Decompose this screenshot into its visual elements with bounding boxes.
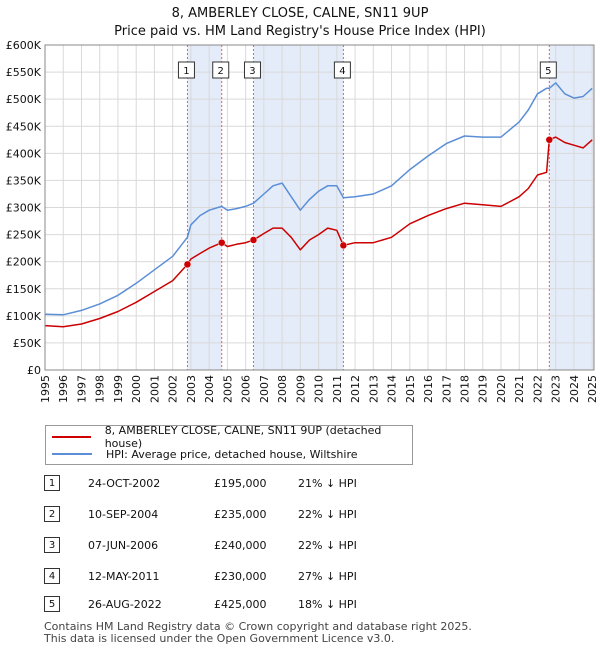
x-tick-label: 2017 (440, 375, 453, 403)
x-tick-label: 2001 (148, 375, 161, 403)
legend-label-hpi: HPI: Average price, detached house, Wilt… (106, 447, 358, 461)
transaction-price: £240,000 (214, 539, 267, 552)
chart-subtitle: Price paid vs. HM Land Registry's House … (114, 24, 486, 39)
plot-frame (44, 44, 595, 371)
sale-label-text: 1 (183, 66, 189, 77)
y-tick-label: £500K (6, 93, 42, 106)
x-tick-label: 2021 (513, 375, 526, 403)
x-tick-label: 1995 (39, 375, 52, 403)
y-tick-label: £300K (6, 202, 42, 215)
y-tick-label: £350K (6, 174, 42, 187)
transaction-date: 10-SEP-2004 (88, 508, 159, 521)
footer-copyright: Contains HM Land Registry data © Crown c… (44, 620, 472, 633)
sale-label-text: 2 (218, 66, 224, 77)
transaction-hpi-diff: 18% ↓ HPI (298, 598, 357, 611)
sale-point (183, 260, 192, 269)
x-tick-label: 2000 (130, 375, 143, 403)
x-tick-label: 2020 (495, 375, 508, 403)
x-tick-label: 2011 (331, 375, 344, 403)
transaction-price: £425,000 (214, 598, 267, 611)
x-tick-label: 2014 (386, 375, 399, 403)
y-tick-label: £250K (6, 229, 42, 242)
y-tick-label: £400K (6, 147, 42, 160)
x-tick-label: 2002 (167, 375, 180, 403)
x-tick-label: 2018 (459, 375, 472, 403)
sale-label-box (539, 61, 557, 79)
hpi-line (44, 82, 593, 316)
sale-label-box (243, 61, 261, 79)
sale-point (339, 241, 348, 250)
x-tick-label: 2007 (258, 375, 271, 403)
transaction-date: 26-AUG-2022 (88, 598, 162, 611)
transaction-hpi-diff: 27% ↓ HPI (298, 570, 357, 583)
y-tick-label: £450K (6, 120, 42, 133)
y-tick-label: £600K (6, 39, 42, 52)
legend: 8, AMBERLEY CLOSE, CALNE, SN11 9UP (deta… (45, 424, 413, 465)
transaction-row: 1 24-OCT-2002 £195,000 21% ↓ HPI (44, 475, 424, 495)
x-tick-label: 2019 (477, 375, 490, 403)
transaction-hpi-diff: 21% ↓ HPI (298, 477, 357, 490)
x-tick-label: 2015 (404, 375, 417, 403)
x-tick-label: 1996 (57, 375, 70, 403)
legend-item-property: 8, AMBERLEY CLOSE, CALNE, SN11 9UP (deta… (52, 424, 412, 450)
x-tick-label: 2022 (531, 375, 544, 403)
x-tick-label: 1998 (94, 375, 107, 403)
transaction-date: 24-OCT-2002 (88, 477, 161, 490)
x-tick-label: 1999 (112, 375, 125, 403)
transaction-price: £195,000 (214, 477, 267, 490)
x-tick-label: 2025 (586, 375, 599, 403)
sale-point (217, 238, 226, 247)
x-tick-label: 2012 (349, 375, 362, 403)
legend-label-property: 8, AMBERLEY CLOSE, CALNE, SN11 9UP (deta… (104, 424, 382, 450)
sale-label-text: 4 (339, 66, 345, 77)
price-chart: 1 2 3 4 5 £0 £50K £100K £150K £200K £250K £300K £35… (6, 39, 599, 403)
y-tick-label: £0 (27, 364, 41, 377)
x-tick-label: 2024 (568, 375, 581, 403)
sale-label-box (212, 61, 230, 79)
x-tick-label: 2004 (203, 375, 216, 403)
y-tick-label: £50K (13, 337, 42, 350)
x-tick-label: 2023 (550, 375, 563, 403)
transaction-price: £230,000 (214, 570, 267, 583)
y-tick-label: £100K (6, 310, 42, 323)
sale-point (545, 136, 554, 144)
x-tick-label: 2009 (294, 375, 307, 403)
sale-label-text: 3 (249, 66, 255, 77)
y-tick-label: £150K (6, 283, 42, 296)
transaction-row: 4 12-MAY-2011 £230,000 27% ↓ HPI (44, 568, 424, 588)
transaction-date: 07-JUN-2006 (88, 539, 159, 552)
sale-label-box (333, 61, 351, 79)
x-tick-label: 2005 (221, 375, 234, 403)
transaction-number: 3 (44, 537, 60, 553)
transaction-row: 3 07-JUN-2006 £240,000 22% ↓ HPI (44, 537, 424, 557)
sale-point (249, 236, 258, 244)
transaction-date: 12-MAY-2011 (88, 570, 160, 583)
y-tick-label: £550K (6, 66, 42, 79)
x-tick-label: 2003 (185, 375, 198, 403)
transaction-hpi-diff: 22% ↓ HPI (298, 508, 357, 521)
sale-label-text: 5 (545, 66, 551, 77)
x-tick-label: 2006 (240, 375, 253, 403)
x-tick-label: 2008 (276, 375, 289, 403)
transaction-number: 2 (44, 506, 60, 522)
transaction-number: 1 (44, 475, 60, 491)
chart-title: 8, AMBERLEY CLOSE, CALNE, SN11 9UP (171, 6, 429, 21)
legend-swatch-property (52, 436, 91, 438)
transaction-number: 5 (44, 596, 60, 612)
transaction-number: 4 (44, 568, 60, 584)
y-tick-label: £200K (6, 256, 42, 269)
transaction-row: 2 10-SEP-2004 £235,000 22% ↓ HPI (44, 506, 424, 526)
x-tick-label: 2016 (422, 375, 435, 403)
transaction-price: £235,000 (214, 508, 267, 521)
transaction-row: 5 26-AUG-2022 £425,000 18% ↓ HPI (44, 596, 424, 616)
sale-label-box (177, 61, 195, 79)
footer-licence: This data is licensed under the Open Gov… (44, 632, 395, 645)
x-tick-label: 2013 (367, 375, 380, 403)
legend-swatch-hpi (52, 453, 92, 455)
legend-item-hpi: HPI: Average price, detached house, Wilt… (52, 446, 358, 462)
property-price-line (44, 136, 593, 328)
transaction-hpi-diff: 22% ↓ HPI (298, 539, 357, 552)
x-tick-label: 2010 (313, 375, 326, 403)
x-tick-label: 1997 (75, 375, 88, 403)
